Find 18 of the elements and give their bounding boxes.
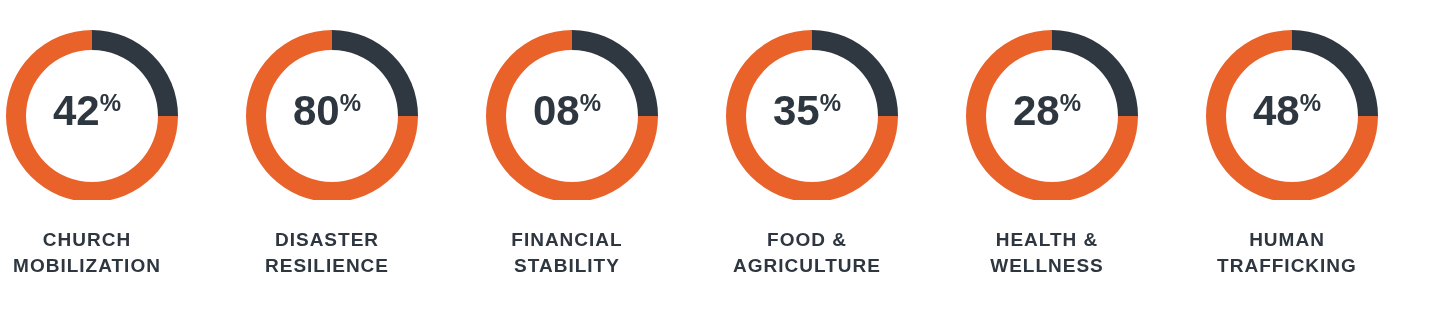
text: 35$^{%}$	[771, 86, 843, 136]
text: HEALTH & WELLNESS	[989, 228, 1105, 278]
text: HUMAN TRAFFICKING	[1216, 228, 1358, 278]
text: FOOD & AGRICULTURE	[732, 228, 882, 278]
text: 42$^{%}$	[51, 86, 123, 136]
donut-slice	[1206, 30, 1378, 200]
text: CHURCH MOBILIZATION	[12, 228, 162, 278]
donut-slice	[6, 30, 178, 200]
text: DISASTER RESILIENCE	[264, 228, 390, 278]
text: 28$^{%}$	[1011, 86, 1083, 136]
donut-slice	[486, 30, 658, 200]
text: 08$^{%}$	[531, 86, 603, 136]
donut-slice	[726, 30, 898, 200]
text: 48$^{%}$	[1251, 86, 1323, 136]
donut-slice	[246, 30, 418, 200]
text: 80$^{%}$	[291, 86, 363, 136]
donut-slice	[966, 30, 1138, 200]
text: FINANCIAL STABILITY	[510, 228, 624, 278]
